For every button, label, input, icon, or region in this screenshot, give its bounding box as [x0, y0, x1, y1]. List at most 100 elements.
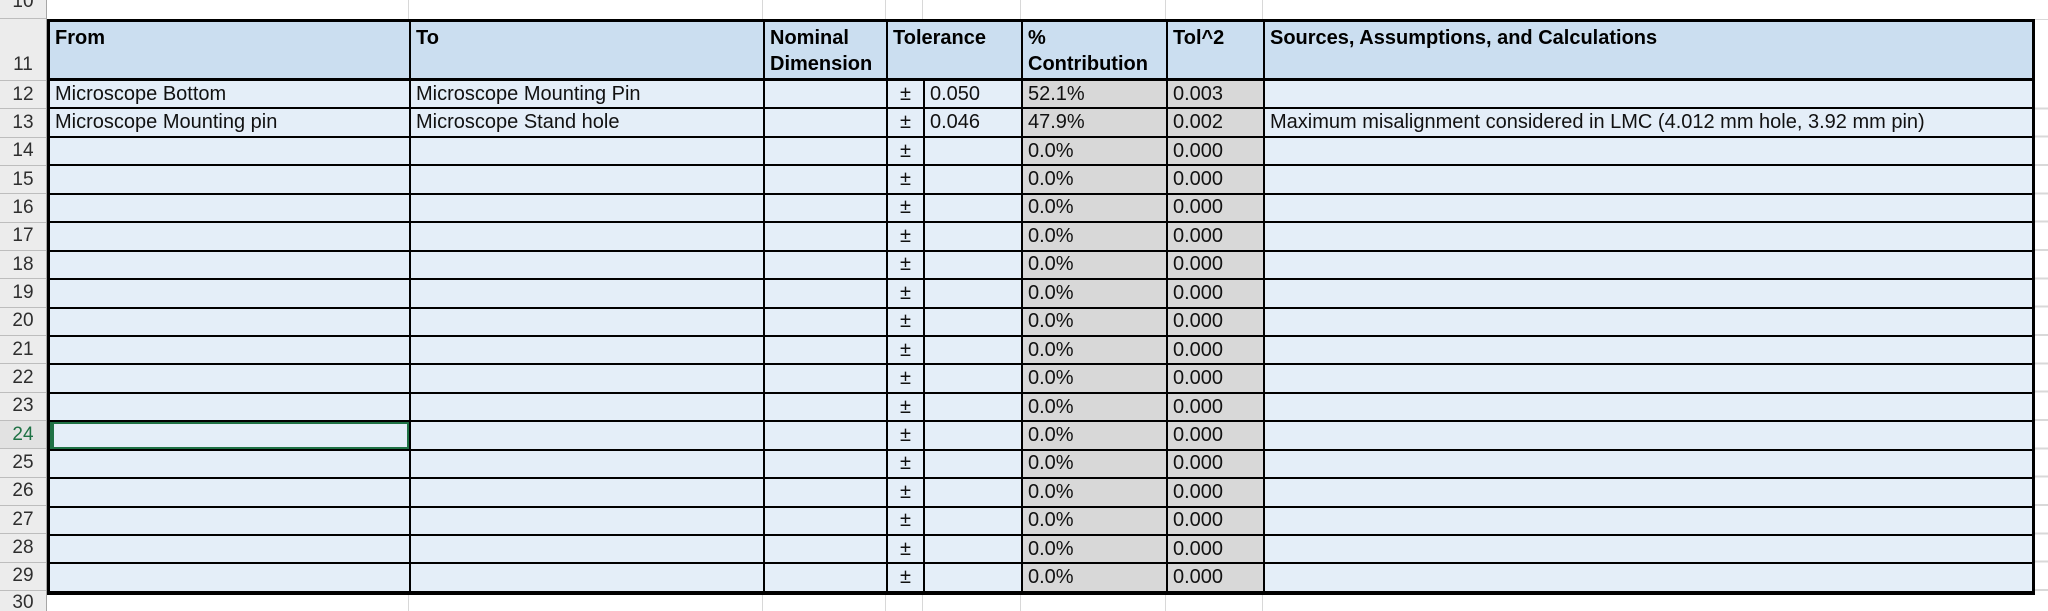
cell-to-16[interactable]: [411, 194, 765, 222]
cell-to-12[interactable]: Microscope Mounting Pin: [411, 81, 765, 108]
cell-sources-20[interactable]: [1265, 308, 2032, 335]
row-header-30[interactable]: 30: [0, 591, 46, 611]
cell-nominal-20[interactable]: [765, 308, 888, 335]
cell-to-29[interactable]: [411, 564, 765, 591]
cell-pm-14[interactable]: ±: [888, 137, 925, 165]
cell-pct-20[interactable]: 0.0%: [1023, 308, 1168, 335]
cell-from-19[interactable]: [50, 280, 411, 307]
cell-tol-26[interactable]: [925, 479, 1023, 506]
column-header-tolerance[interactable]: Tolerance: [888, 22, 1023, 78]
cell-sources-14[interactable]: [1265, 137, 2032, 165]
cell-pct-25[interactable]: 0.0%: [1023, 450, 1168, 478]
cell-tol2-18[interactable]: 0.000: [1168, 251, 1265, 279]
cell-pm-24[interactable]: ±: [888, 422, 925, 449]
row-header-17[interactable]: 17: [0, 223, 46, 251]
cell-from-26[interactable]: [50, 479, 411, 506]
row-header-28[interactable]: 28: [0, 534, 46, 563]
cell-to-27[interactable]: [411, 507, 765, 534]
cell-pm-26[interactable]: ±: [888, 479, 925, 506]
cell-to-19[interactable]: [411, 280, 765, 307]
cell-from-23[interactable]: [50, 393, 411, 421]
cell-from-29[interactable]: [50, 564, 411, 591]
cell-pct-19[interactable]: 0.0%: [1023, 280, 1168, 307]
column-header-sources[interactable]: Sources, Assumptions, and Calculations: [1265, 22, 2032, 78]
cell-nominal-19[interactable]: [765, 280, 888, 307]
row-header-24[interactable]: 24: [0, 420, 46, 450]
cell-tol-27[interactable]: [925, 507, 1023, 534]
cell-from-12[interactable]: Microscope Bottom: [50, 81, 411, 108]
row-header-13[interactable]: 13: [0, 109, 46, 138]
cell-tol2-12[interactable]: 0.003: [1168, 81, 1265, 108]
column-header-pct-contribution[interactable]: % Contribution: [1023, 22, 1168, 78]
cell-sources-26[interactable]: [1265, 479, 2032, 506]
cell-tol-23[interactable]: [925, 393, 1023, 421]
cell-tol-15[interactable]: [925, 166, 1023, 193]
cell-sources-27[interactable]: [1265, 507, 2032, 534]
cell-tol2-19[interactable]: 0.000: [1168, 280, 1265, 307]
cell-from-16[interactable]: [50, 194, 411, 222]
cell-nominal-15[interactable]: [765, 166, 888, 193]
cell-from-24[interactable]: [50, 422, 411, 449]
cell-to-13[interactable]: Microscope Stand hole: [411, 109, 765, 136]
cell-tol-21[interactable]: [925, 336, 1023, 364]
cell-pm-18[interactable]: ±: [888, 251, 925, 279]
cell-pct-23[interactable]: 0.0%: [1023, 393, 1168, 421]
cell-pm-16[interactable]: ±: [888, 194, 925, 222]
cell-pm-27[interactable]: ±: [888, 507, 925, 534]
cell-from-17[interactable]: [50, 223, 411, 250]
cell-to-21[interactable]: [411, 336, 765, 364]
cell-to-14[interactable]: [411, 137, 765, 165]
cell-sources-23[interactable]: [1265, 393, 2032, 421]
cell-tol-16[interactable]: [925, 194, 1023, 222]
row-header-25[interactable]: 25: [0, 449, 46, 478]
row-header-26[interactable]: 26: [0, 478, 46, 506]
column-header-nominal-dimension[interactable]: Nominal Dimension: [765, 22, 888, 78]
cell-sources-18[interactable]: [1265, 251, 2032, 279]
row-header-21[interactable]: 21: [0, 336, 46, 365]
cell-nominal-28[interactable]: [765, 536, 888, 563]
cell-nominal-26[interactable]: [765, 479, 888, 506]
cell-tol-20[interactable]: [925, 308, 1023, 335]
cell-from-28[interactable]: [50, 536, 411, 563]
cell-pm-21[interactable]: ±: [888, 336, 925, 364]
row-header-10[interactable]: 10: [0, 0, 46, 19]
cell-tol-25[interactable]: [925, 450, 1023, 478]
cell-pm-20[interactable]: ±: [888, 308, 925, 335]
cell-pct-18[interactable]: 0.0%: [1023, 251, 1168, 279]
cell-nominal-29[interactable]: [765, 564, 888, 591]
cell-pct-12[interactable]: 52.1%: [1023, 81, 1168, 108]
cell-sources-15[interactable]: [1265, 166, 2032, 193]
cell-to-25[interactable]: [411, 450, 765, 478]
cell-to-15[interactable]: [411, 166, 765, 193]
cell-sources-22[interactable]: [1265, 365, 2032, 392]
row-header-20[interactable]: 20: [0, 308, 46, 336]
cell-to-20[interactable]: [411, 308, 765, 335]
column-header-to[interactable]: To: [411, 22, 765, 78]
cell-pct-21[interactable]: 0.0%: [1023, 336, 1168, 364]
row-header-22[interactable]: 22: [0, 364, 46, 393]
cell-tol2-28[interactable]: 0.000: [1168, 536, 1265, 563]
cell-from-21[interactable]: [50, 336, 411, 364]
cell-nominal-22[interactable]: [765, 365, 888, 392]
cell-to-18[interactable]: [411, 251, 765, 279]
cell-pm-12[interactable]: ±: [888, 81, 925, 108]
cell-sources-24[interactable]: [1265, 422, 2032, 449]
cell-sources-17[interactable]: [1265, 223, 2032, 250]
cell-tol-18[interactable]: [925, 251, 1023, 279]
cell-pct-17[interactable]: 0.0%: [1023, 223, 1168, 250]
cell-pm-28[interactable]: ±: [888, 536, 925, 563]
cell-tol-19[interactable]: [925, 280, 1023, 307]
row-header-11[interactable]: 11: [0, 19, 46, 81]
cell-nominal-16[interactable]: [765, 194, 888, 222]
cell-pct-26[interactable]: 0.0%: [1023, 479, 1168, 506]
cell-to-23[interactable]: [411, 393, 765, 421]
cell-tol2-14[interactable]: 0.000: [1168, 137, 1265, 165]
cell-pm-29[interactable]: ±: [888, 564, 925, 591]
cell-sources-12[interactable]: [1265, 81, 2032, 108]
row-header-12[interactable]: 12: [0, 81, 46, 110]
cell-tol2-16[interactable]: 0.000: [1168, 194, 1265, 222]
row-header-15[interactable]: 15: [0, 166, 46, 195]
row-header-16[interactable]: 16: [0, 194, 46, 223]
cell-pct-22[interactable]: 0.0%: [1023, 365, 1168, 392]
cell-nominal-24[interactable]: [765, 422, 888, 449]
